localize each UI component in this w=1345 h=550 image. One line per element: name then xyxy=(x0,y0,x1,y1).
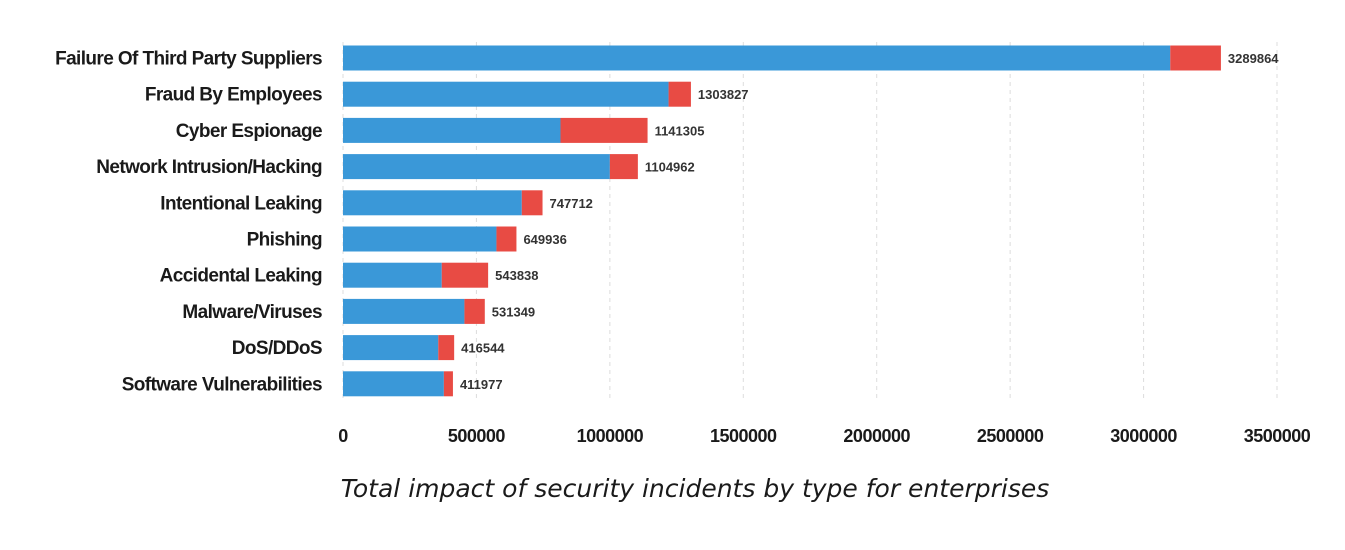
bar-segment-secondary xyxy=(1170,45,1221,71)
bar-segment-secondary xyxy=(668,81,691,107)
bar-total-label: 1104962 xyxy=(645,160,695,175)
bar-segment-primary xyxy=(343,262,442,288)
bar-total-label: 3289864 xyxy=(1228,51,1279,66)
category-label: Software Vulnerabilities xyxy=(122,374,322,395)
x-tick-label: 2000000 xyxy=(843,426,910,446)
total-labels: 3289864 1303827 1141305 1104962 747712 649936… xyxy=(460,51,1279,392)
category-labels: Failure Of Third Party Suppliers Fraud By… xyxy=(55,49,323,396)
category-label: Network Intrusion/Hacking xyxy=(96,157,322,178)
bar-segment-primary xyxy=(343,335,439,361)
bar-total-label: 747712 xyxy=(550,196,593,211)
x-tick-label: 0 xyxy=(338,426,348,446)
category-label: DoS/DDoS xyxy=(232,338,322,359)
chart-title: Total impact of security incidents by ty… xyxy=(341,474,1050,503)
bar-total-label: 1303827 xyxy=(698,87,749,102)
bar-total-label: 416544 xyxy=(461,341,505,356)
bar-segment-primary xyxy=(343,190,522,216)
category-label: Fraud By Employees xyxy=(145,85,322,106)
category-label: Malware/Viruses xyxy=(182,302,322,323)
bar-segment-secondary xyxy=(609,154,638,180)
bar-segment-primary xyxy=(343,154,610,180)
x-tick-label: 3500000 xyxy=(1244,426,1311,446)
x-axis-tick-labels: 0 500000 1000000 1500000 2000000 2500000 30000… xyxy=(338,426,1311,446)
bar-segment-secondary xyxy=(496,226,517,252)
bar-segment-primary xyxy=(343,371,444,397)
bar-total-label: 411977 xyxy=(460,377,503,392)
bar-segment-primary xyxy=(343,45,1171,71)
bar-segment-primary xyxy=(343,117,561,143)
x-tick-label: 1500000 xyxy=(710,426,777,446)
x-tick-label: 3000000 xyxy=(1110,426,1177,446)
x-tick-label: 2500000 xyxy=(977,426,1044,446)
category-label: Accidental Leaking xyxy=(160,266,322,287)
category-label: Failure Of Third Party Suppliers xyxy=(55,49,322,70)
bar-segment-secondary xyxy=(443,371,453,397)
bar-segment-secondary xyxy=(464,298,485,324)
bar-segment-secondary xyxy=(438,335,455,361)
bar-segment-primary xyxy=(343,81,669,107)
bar-segment-secondary xyxy=(441,262,489,288)
category-label: Intentional Leaking xyxy=(160,193,322,214)
bar-total-label: 649936 xyxy=(523,232,566,247)
bar-segment-secondary xyxy=(521,190,543,216)
bar-total-label: 531349 xyxy=(492,304,535,319)
category-label: Cyber Espionage xyxy=(176,121,322,142)
bar-total-label: 1141305 xyxy=(655,123,705,138)
x-tick-label: 1000000 xyxy=(577,426,644,446)
bars-layer xyxy=(343,45,1221,397)
x-tick-label: 500000 xyxy=(448,426,506,446)
category-label: Phishing xyxy=(247,230,322,251)
bar-total-label: 543838 xyxy=(495,268,538,283)
bar-segment-primary xyxy=(343,298,465,324)
bar-segment-primary xyxy=(343,226,497,252)
bar-segment-secondary xyxy=(560,117,648,143)
